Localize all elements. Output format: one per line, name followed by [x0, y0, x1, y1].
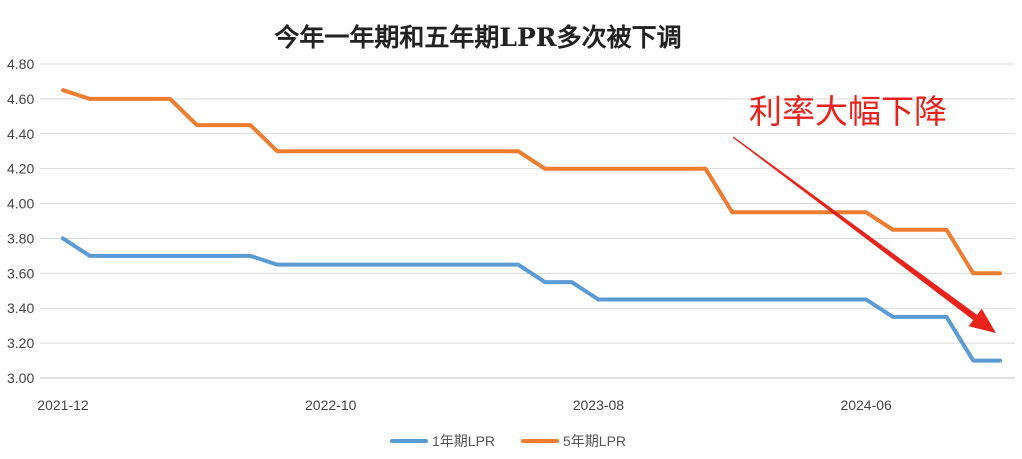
legend-label: 1年期LPR [432, 433, 495, 449]
annotation-text: 利率大幅下降 [749, 92, 947, 131]
y-tick-label: 3.80 [7, 230, 34, 246]
y-tick-label: 3.00 [7, 370, 34, 386]
gridlines [40, 63, 1015, 344]
annotation: 利率大幅下降 [732, 92, 996, 333]
y-tick-label: 4.40 [7, 126, 34, 142]
annotation-arrow [732, 136, 996, 333]
y-tick-label: 3.40 [7, 300, 34, 316]
legend: 1年期LPR 5年期LPR [390, 433, 626, 449]
x-tick-label: 2021-12 [37, 397, 89, 413]
y-tick-label: 4.00 [7, 196, 34, 212]
x-tick-label: 2024-06 [840, 397, 892, 413]
y-axis-ticks: 3.00 3.20 3.40 3.60 3.80 4.00 4.20 4.40 4.60 4.80 [7, 56, 34, 386]
y-tick-label: 3.20 [7, 335, 34, 351]
y-tick-label: 4.80 [7, 56, 34, 72]
series-line-1 [61, 236, 1002, 363]
chart-title: 今年一年期和五年期LPR多次被下调 [274, 23, 681, 52]
y-tick-label: 3.60 [7, 265, 34, 281]
series-lines [61, 88, 1002, 363]
x-tick-label: 2022-10 [305, 397, 357, 413]
series-line-2 [61, 88, 1002, 276]
legend-label: 5年期LPR [563, 433, 626, 449]
x-axis-ticks: 2021-12 2022-10 2023-08 2024-06 [37, 397, 892, 413]
y-tick-label: 4.20 [7, 161, 34, 177]
x-tick-label: 2023-08 [573, 397, 625, 413]
y-tick-label: 4.60 [7, 91, 34, 107]
